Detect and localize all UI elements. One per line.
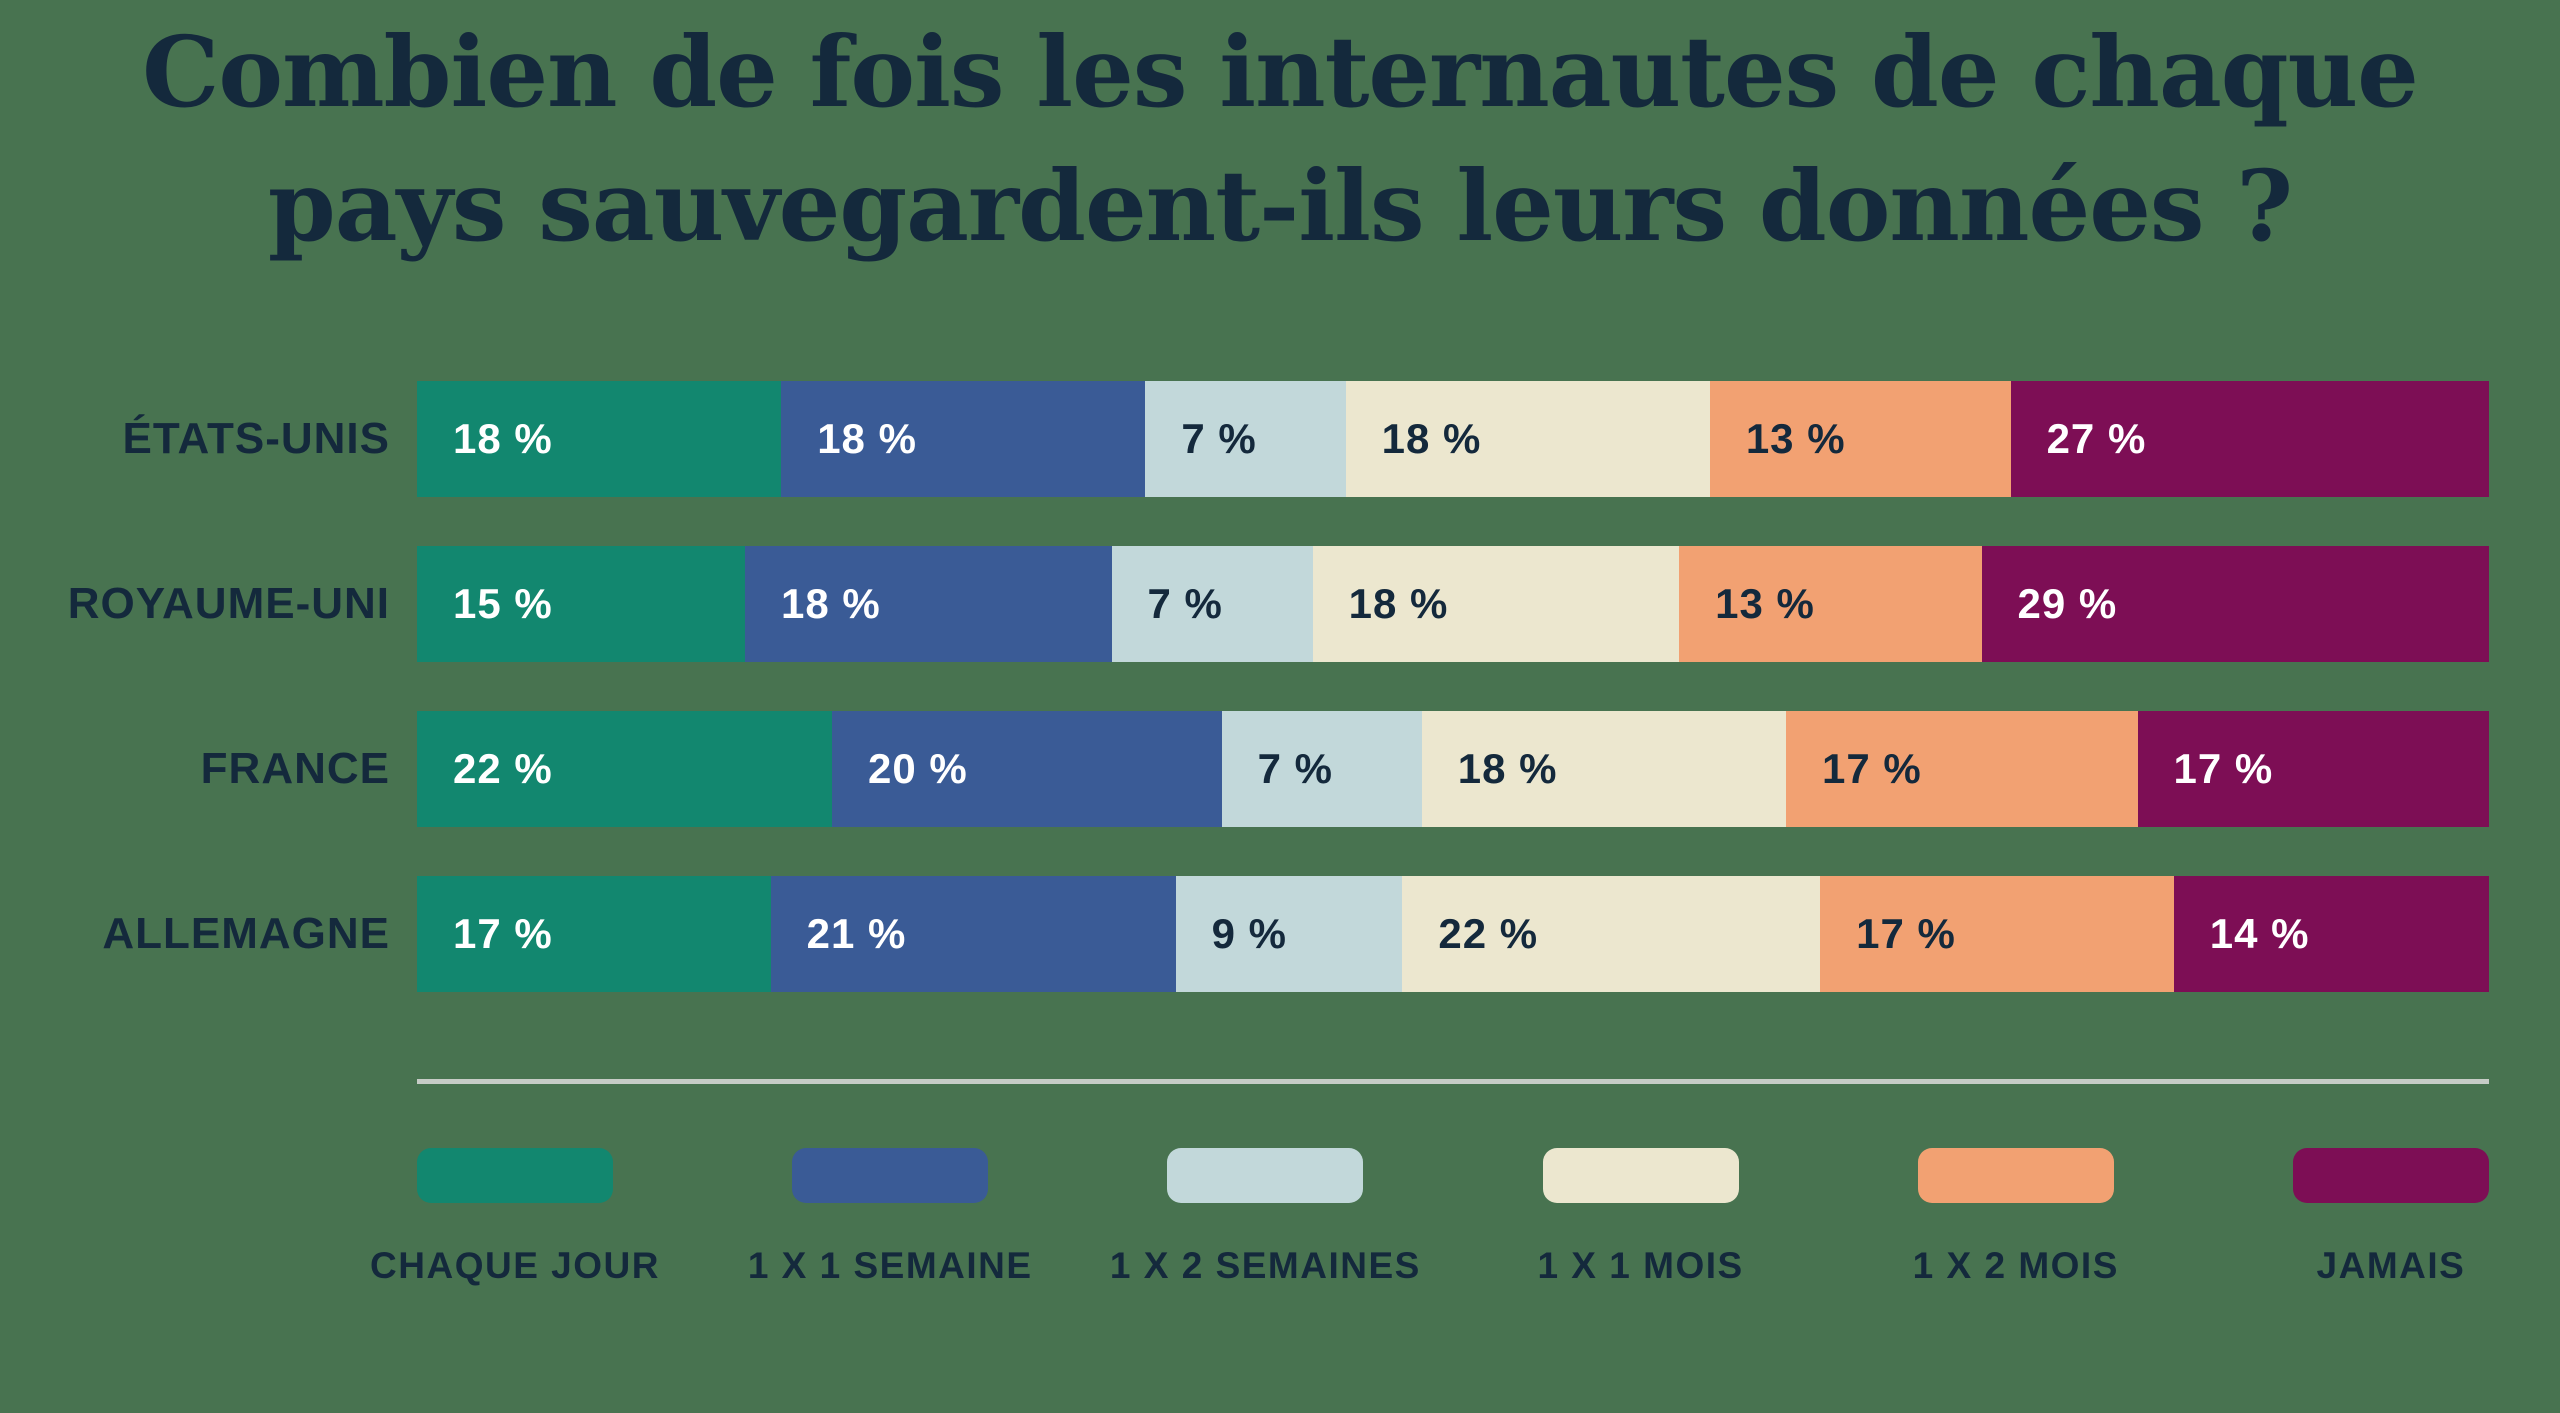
bar: 18 % 18 % 7 % 18 % 13 % 27 % bbox=[417, 381, 2489, 497]
segment-value: 13 % bbox=[1715, 580, 1815, 627]
bar-segment: 18 % bbox=[1345, 381, 1710, 497]
segment-value: 29 % bbox=[2017, 580, 2118, 627]
legend-label: 1 X 1 SEMAINE bbox=[747, 1245, 1033, 1286]
segment-value: 22 % bbox=[453, 745, 553, 792]
stacked-bar-chart: ÉTATS-UNIS 18 % 18 % 7 % 18 % 13 % 27 % ROYAUME… bbox=[0, 381, 2490, 1041]
legend-swatch bbox=[1167, 1148, 1364, 1203]
legend-item: CHAQUE JOUR bbox=[370, 1148, 658, 1287]
chart-title: Combien de fois les internautes de chaqu… bbox=[0, 6, 2560, 274]
segment-value: 15 % bbox=[453, 580, 553, 627]
legend-label: 1 X 1 MOIS bbox=[1537, 1245, 1744, 1286]
bar-segment: 27 % bbox=[2010, 381, 2489, 497]
legend: CHAQUE JOUR 1 X 1 SEMAINE 1 X 2 SEMAINES 1 … bbox=[370, 1148, 2489, 1287]
chart-row: ROYAUME-UNI 15 % 18 % 7 % 18 % 13 % 29 % bbox=[0, 546, 2489, 662]
segment-value: 17 % bbox=[2173, 745, 2274, 792]
row-label: ALLEMAGNE bbox=[102, 909, 390, 958]
bar-segment: 17 % bbox=[2137, 711, 2490, 827]
legend-swatch bbox=[1542, 1148, 1739, 1203]
bar-segment: 9 % bbox=[1175, 876, 1403, 992]
bar-segment: 17 % bbox=[1820, 876, 2174, 992]
bar-segment: 17 % bbox=[1785, 711, 2138, 827]
bar-segment: 15 % bbox=[417, 546, 746, 662]
legend-item: JAMAIS bbox=[2292, 1148, 2489, 1287]
segment-value: 18 % bbox=[1348, 580, 1449, 627]
bar-segment: 29 % bbox=[1981, 546, 2489, 662]
bar: 22 % 20 % 7 % 18 % 17 % 17 % bbox=[417, 711, 2490, 827]
segment-value: 7 % bbox=[1181, 415, 1257, 462]
segment-value: 17 % bbox=[453, 910, 553, 957]
segment-value: 9 % bbox=[1211, 910, 1287, 957]
segment-value: 18 % bbox=[1381, 415, 1482, 462]
bar: 17 % 21 % 9 % 22 % 17 % 14 % bbox=[417, 876, 2489, 992]
legend-label: JAMAIS bbox=[2316, 1245, 2466, 1286]
chart-title-line1: Combien de fois les internautes de chaqu… bbox=[142, 15, 2419, 129]
segment-value: 18 % bbox=[781, 580, 881, 627]
bar-segment: 18 % bbox=[1312, 546, 1680, 662]
legend-label: 1 X 2 MOIS bbox=[1912, 1245, 2119, 1286]
row-label: FRANCE bbox=[200, 744, 390, 793]
segment-value: 20 % bbox=[867, 745, 968, 792]
segment-value: 13 % bbox=[1745, 415, 1846, 462]
bar-segment: 17 % bbox=[417, 876, 771, 992]
legend-divider bbox=[417, 1079, 2489, 1084]
row-label: ÉTATS-UNIS bbox=[122, 414, 390, 463]
segment-value: 7 % bbox=[1257, 745, 1333, 792]
legend-label: CHAQUE JOUR bbox=[370, 1245, 660, 1286]
legend-item: 1 X 1 MOIS bbox=[1537, 1148, 1742, 1287]
segment-value: 18 % bbox=[1457, 745, 1558, 792]
segment-value: 27 % bbox=[2046, 415, 2147, 462]
segment-value: 17 % bbox=[1856, 910, 1956, 957]
bar-segment: 7 % bbox=[1221, 711, 1422, 827]
legend-swatch bbox=[417, 1148, 613, 1203]
bar-segment: 18 % bbox=[781, 381, 1146, 497]
segment-value: 17 % bbox=[1821, 745, 1922, 792]
legend-swatch bbox=[2292, 1148, 2489, 1203]
bar-segment: 22 % bbox=[417, 711, 832, 827]
segment-value: 7 % bbox=[1147, 580, 1223, 627]
legend-swatch bbox=[1917, 1148, 2114, 1203]
bar-segment: 7 % bbox=[1111, 546, 1313, 662]
legend-item: 1 X 2 MOIS bbox=[1913, 1148, 2117, 1287]
legend-item: 1 X 1 SEMAINE bbox=[748, 1148, 1031, 1287]
bar-segment: 7 % bbox=[1145, 381, 1346, 497]
chart-row: FRANCE 22 % 20 % 7 % 18 % 17 % 17 % bbox=[0, 711, 2490, 827]
chart-title-line2: pays sauvegardent-ils leurs données ? bbox=[267, 148, 2293, 263]
chart-row: ALLEMAGNE 17 % 21 % 9 % 22 % 17 % 14 % bbox=[0, 876, 2489, 992]
legend-label: 1 X 2 SEMAINES bbox=[1109, 1245, 1421, 1286]
segment-value: 18 % bbox=[453, 415, 553, 462]
chart-row: ÉTATS-UNIS 18 % 18 % 7 % 18 % 13 % 27 % bbox=[0, 381, 2489, 497]
bar-segment: 18 % bbox=[417, 381, 782, 497]
legend-swatch bbox=[792, 1148, 989, 1203]
row-label: ROYAUME-UNI bbox=[67, 579, 390, 628]
bar-segment: 18 % bbox=[745, 546, 1112, 662]
bar-segment: 21 % bbox=[770, 876, 1176, 992]
segment-value: 21 % bbox=[806, 910, 907, 957]
bar-segment: 18 % bbox=[1421, 711, 1786, 827]
bar-segment: 13 % bbox=[1679, 546, 1982, 662]
segment-value: 14 % bbox=[2209, 910, 2310, 957]
bar-segment: 13 % bbox=[1709, 381, 2011, 497]
bar-segment: 14 % bbox=[2173, 876, 2489, 992]
legend-item: 1 X 2 SEMAINES bbox=[1110, 1148, 1419, 1287]
bar-segment: 22 % bbox=[1402, 876, 1821, 992]
segment-value: 18 % bbox=[817, 415, 917, 462]
bar-segment: 20 % bbox=[831, 711, 1222, 827]
bar: 15 % 18 % 7 % 18 % 13 % 29 % bbox=[417, 546, 2489, 662]
segment-value: 22 % bbox=[1438, 910, 1539, 957]
